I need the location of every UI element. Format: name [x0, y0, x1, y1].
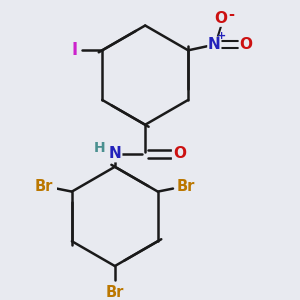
Text: -: -	[229, 7, 235, 22]
Text: O: O	[215, 11, 228, 26]
Text: H: H	[94, 141, 106, 155]
Text: +: +	[217, 31, 226, 41]
Text: I: I	[72, 41, 78, 59]
Text: N: N	[208, 37, 221, 52]
Text: O: O	[239, 37, 253, 52]
Text: O: O	[173, 146, 186, 161]
Text: N: N	[109, 146, 121, 161]
Text: Br: Br	[35, 178, 53, 194]
Text: Br: Br	[176, 178, 195, 194]
Text: Br: Br	[106, 285, 124, 300]
